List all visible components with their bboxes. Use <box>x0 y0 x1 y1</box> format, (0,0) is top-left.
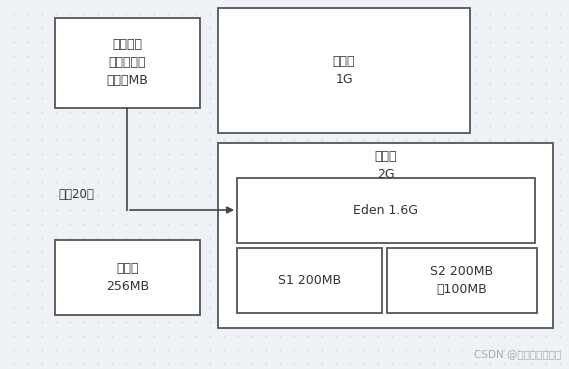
Text: 老年代
1G: 老年代 1G <box>333 55 355 86</box>
Text: 应用程序
几百个线程
占几百MB: 应用程序 几百个线程 占几百MB <box>106 38 149 87</box>
Text: 永久代
256MB: 永久代 256MB <box>106 262 149 293</box>
Bar <box>218 8 470 133</box>
Bar <box>387 248 537 313</box>
Bar <box>55 240 200 315</box>
Text: 运行20秒: 运行20秒 <box>58 189 94 201</box>
Bar <box>55 18 200 108</box>
Bar <box>218 143 553 328</box>
Text: 新生代
2G: 新生代 2G <box>374 149 397 180</box>
Bar <box>237 248 382 313</box>
Bar <box>237 178 535 243</box>
Text: S1 200MB: S1 200MB <box>278 274 341 287</box>
Text: CSDN @无法无天过路客: CSDN @无法无天过路客 <box>474 349 561 359</box>
Text: Eden 1.6G: Eden 1.6G <box>353 204 419 217</box>
Text: S2 200MB
占100MB: S2 200MB 占100MB <box>430 265 493 296</box>
